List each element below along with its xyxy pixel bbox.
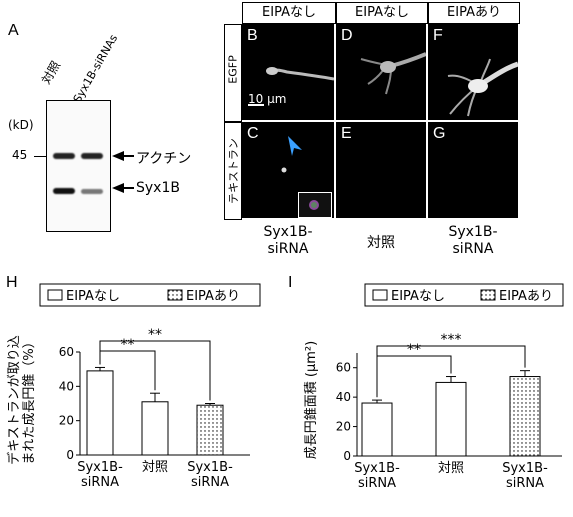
y-axis-label: 成長円錐面積 (µm²) <box>304 341 319 459</box>
significance-label: ** <box>407 342 421 358</box>
panel-label-a: A <box>8 22 19 39</box>
legend-box <box>39 283 261 307</box>
micrograph-g: G <box>428 122 518 218</box>
bar <box>196 404 224 456</box>
panel-letter-g: G <box>433 125 446 142</box>
legend-swatch-eipa-no <box>47 289 63 301</box>
col-footer-3: Syx1B- siRNA <box>448 224 498 257</box>
y-tick-label: 0 <box>343 449 351 463</box>
col-footer-2: 対照 <box>367 235 395 251</box>
x-tick-label: Syx1B- <box>502 461 548 476</box>
y-tick-label: 60 <box>336 361 351 375</box>
x-tick-label: 対照 <box>142 460 168 475</box>
legend-label-eipa-yes: EIPAあり <box>186 289 240 304</box>
micrograph-f: F <box>428 24 518 120</box>
panel-label-h: H <box>6 274 18 291</box>
kd-label: (kD) <box>8 118 34 132</box>
band-actin-sirna <box>81 153 103 159</box>
band-arrows <box>112 151 134 193</box>
significance-label: *** <box>441 332 462 348</box>
bar <box>86 370 114 456</box>
y-tick-label: 60 <box>59 345 74 359</box>
micrograph-e: E <box>336 122 426 218</box>
x-tick-label: Syx1B- <box>77 460 123 475</box>
legend-label-eipa-no: EIPAなし <box>66 289 120 304</box>
y-tick-label: 40 <box>59 379 74 393</box>
inset-overlay <box>311 202 317 208</box>
x-tick-label: 対照 <box>438 461 464 476</box>
growth-cone-d <box>360 52 426 95</box>
y-tick-label: 0 <box>66 448 74 462</box>
y-tick-label: 20 <box>336 420 351 434</box>
lane-label-control: 対照 <box>39 58 64 87</box>
panel-letter-d: D <box>341 27 353 44</box>
row-label-box-dextran: テキストラン <box>224 122 242 220</box>
legend-swatch-eipa-yes <box>480 289 496 301</box>
bar <box>435 381 467 457</box>
micrograph-b: B 10 µm <box>242 24 334 120</box>
marker-tick <box>34 156 48 157</box>
blot-membrane <box>46 100 111 232</box>
marker-45: 45 <box>12 148 28 162</box>
col-footer-1: Syx1B- siRNA <box>263 224 313 257</box>
growth-cone-f <box>447 58 518 117</box>
legend-box <box>364 283 564 307</box>
legend-swatch-eipa-no <box>372 289 388 301</box>
inset <box>298 192 332 218</box>
significance-label: ** <box>121 337 135 353</box>
micrograph-d: D <box>336 24 426 120</box>
legend-swatch-eipa-yes <box>167 289 183 301</box>
x-tick-label: Syx1B- <box>354 461 400 476</box>
panel-letter-f: F <box>433 27 443 44</box>
growth-cone-b <box>266 67 334 81</box>
x-tick-label: siRNA <box>191 475 229 490</box>
band-label-syx1b: Syx1B <box>136 180 180 196</box>
arrowhead-icon <box>281 136 302 173</box>
significance-bracket <box>376 345 526 398</box>
significance-label: ** <box>148 327 162 343</box>
bar <box>509 376 541 457</box>
y-axis-label: まれた成長円錐（%） <box>22 335 37 464</box>
y-tick-label: 20 <box>59 414 74 428</box>
band-syx1b-control <box>53 188 75 194</box>
legend-label-eipa-yes: EIPAあり <box>499 289 553 304</box>
significance-bracket <box>99 340 211 401</box>
x-tick-label: siRNA <box>358 476 396 491</box>
chart-i: EIPAなし EIPAあり 0 20 40 60 成長円錐面積 (µm²) Syx1B-siR… <box>304 283 564 491</box>
panel-label-i: I <box>288 274 293 291</box>
band-label-actin: アクチン <box>136 151 192 167</box>
band-actin-control <box>53 153 75 159</box>
micrograph-c: C <box>242 122 334 218</box>
col-header-1: EIPAなし <box>242 2 336 24</box>
x-tick-label: siRNA <box>81 475 119 490</box>
y-axis-label: デキストランが取り込 <box>6 335 22 465</box>
scalebar <box>248 104 264 106</box>
x-tick-label: siRNA <box>506 476 544 491</box>
col-header-2: EIPAなし <box>336 2 428 24</box>
row-label-box-egfp: EGFP <box>224 24 242 122</box>
x-tick-label: Syx1B- <box>187 460 233 475</box>
panel-letter-e: E <box>341 125 352 142</box>
bar <box>141 401 169 456</box>
row-label-dextran: テキストラン <box>227 138 240 204</box>
lane-label-sirna: Syx1B-siRNAs <box>70 32 121 105</box>
legend-label-eipa-no: EIPAなし <box>391 289 445 304</box>
band-syx1b-sirna <box>81 189 103 194</box>
chart-h: EIPAなし EIPAあり 0 20 40 60 デキストランが取り込 まれた成長円錐（%） S… <box>6 283 261 490</box>
row-label-egfp: EGFP <box>226 55 240 84</box>
scalebar-label: 10 µm <box>248 92 287 106</box>
panel-letter-c: C <box>247 125 259 142</box>
bar <box>361 402 393 457</box>
panel-letter-b: B <box>247 27 258 44</box>
y-tick-label: 40 <box>336 390 351 404</box>
col-header-3: EIPAあり <box>428 2 520 24</box>
